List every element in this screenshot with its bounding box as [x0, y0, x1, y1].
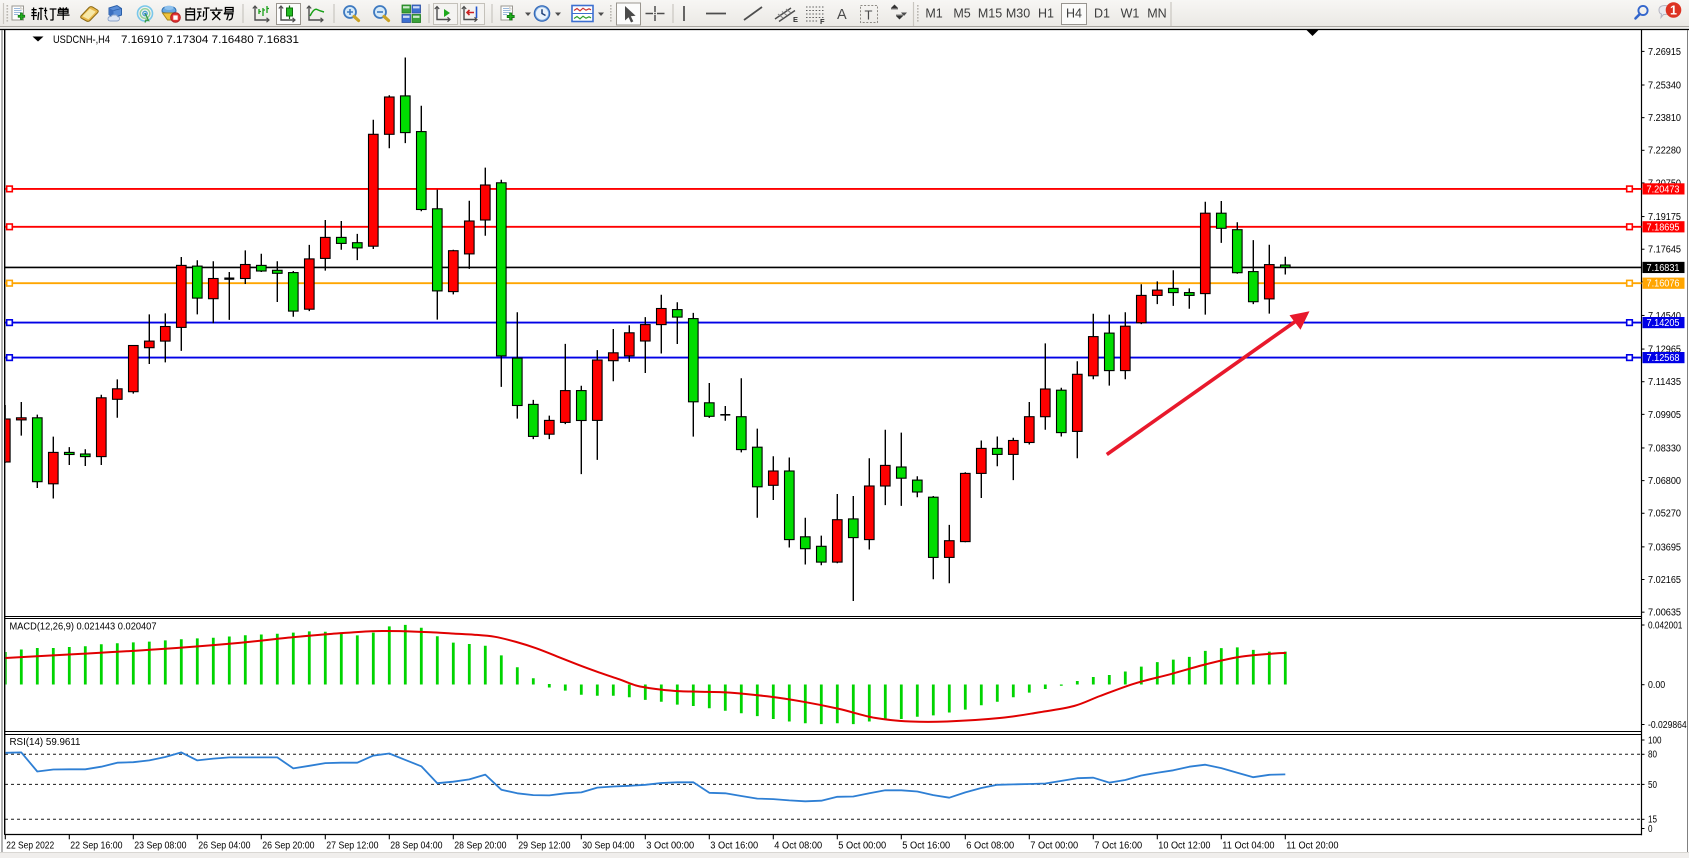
- svg-text:29 Sep 12:00: 29 Sep 12:00: [518, 841, 571, 852]
- svg-text:4 Oct 08:00: 4 Oct 08:00: [774, 841, 822, 852]
- svg-text:22 Sep 2022: 22 Sep 2022: [6, 841, 54, 852]
- svg-text:27 Sep 12:00: 27 Sep 12:00: [326, 841, 379, 852]
- svg-text:80: 80: [1648, 750, 1657, 761]
- svg-text:A: A: [837, 7, 847, 23]
- svg-text:7.05270: 7.05270: [1648, 509, 1682, 520]
- svg-text:50: 50: [1648, 780, 1657, 791]
- svg-text:7.23810: 7.23810: [1648, 113, 1682, 124]
- svg-text:11 Oct 20:00: 11 Oct 20:00: [1286, 841, 1339, 852]
- svg-text:22 Sep 16:00: 22 Sep 16:00: [70, 841, 123, 852]
- svg-text:7.12568: 7.12568: [1647, 353, 1681, 364]
- svg-text:M15: M15: [978, 7, 1002, 21]
- svg-text:7.09905: 7.09905: [1648, 410, 1682, 421]
- svg-text:26 Sep 04:00: 26 Sep 04:00: [198, 841, 251, 852]
- svg-text:7.03695: 7.03695: [1648, 542, 1682, 553]
- svg-text:M1: M1: [925, 7, 942, 21]
- svg-text:6 Oct 08:00: 6 Oct 08:00: [966, 841, 1014, 852]
- svg-text:7.26915: 7.26915: [1648, 47, 1682, 58]
- svg-text:MACD(12,26,9) 0.021443 0.02040: MACD(12,26,9) 0.021443 0.020407: [10, 622, 157, 633]
- svg-text:7.17645: 7.17645: [1648, 245, 1682, 256]
- svg-text:23 Sep 08:00: 23 Sep 08:00: [134, 841, 187, 852]
- svg-text:H4: H4: [1066, 7, 1082, 21]
- svg-text:1: 1: [1670, 3, 1677, 17]
- svg-text:28 Sep 20:00: 28 Sep 20:00: [454, 841, 507, 852]
- svg-text:7.02165: 7.02165: [1648, 575, 1682, 586]
- svg-text:5 Oct 16:00: 5 Oct 16:00: [902, 841, 950, 852]
- svg-text:7.00635: 7.00635: [1648, 608, 1682, 619]
- svg-text:7.12965: 7.12965: [1648, 344, 1682, 355]
- svg-text:30 Sep 04:00: 30 Sep 04:00: [582, 841, 635, 852]
- svg-text:7.25340: 7.25340: [1648, 80, 1682, 91]
- svg-text:W1: W1: [1121, 7, 1140, 21]
- svg-text:M30: M30: [1006, 7, 1030, 21]
- svg-text:7.06800: 7.06800: [1648, 476, 1682, 487]
- svg-text:100: 100: [1648, 735, 1662, 746]
- svg-text:7.16910 7.17304 7.16480 7.1683: 7.16910 7.17304 7.16480 7.16831: [121, 34, 299, 46]
- svg-text:M5: M5: [953, 7, 970, 21]
- svg-text:0.00: 0.00: [1648, 680, 1666, 691]
- svg-text:T: T: [865, 8, 873, 23]
- svg-text:E: E: [793, 15, 798, 24]
- svg-text:USDCNH-,H4: USDCNH-,H4: [53, 34, 110, 46]
- svg-text:5 Oct 00:00: 5 Oct 00:00: [838, 841, 886, 852]
- svg-text:3 Oct 00:00: 3 Oct 00:00: [646, 841, 694, 852]
- svg-text:7.20473: 7.20473: [1647, 184, 1681, 195]
- svg-text:7.14205: 7.14205: [1647, 318, 1681, 329]
- svg-text:7.22280: 7.22280: [1648, 146, 1682, 157]
- svg-text:10 Oct 12:00: 10 Oct 12:00: [1158, 841, 1211, 852]
- svg-text:-0.029864: -0.029864: [1648, 720, 1687, 731]
- svg-text:11 Oct 04:00: 11 Oct 04:00: [1222, 841, 1275, 852]
- svg-text:7.19175: 7.19175: [1648, 212, 1682, 223]
- svg-text:7 Oct 16:00: 7 Oct 16:00: [1094, 841, 1142, 852]
- svg-text:7.16831: 7.16831: [1647, 263, 1680, 274]
- svg-text:RSI(14) 59.9611: RSI(14) 59.9611: [10, 737, 81, 748]
- svg-text:D1: D1: [1094, 7, 1110, 21]
- svg-text:28 Sep 04:00: 28 Sep 04:00: [390, 841, 443, 852]
- svg-text:0: 0: [1648, 824, 1653, 835]
- svg-text:MN: MN: [1147, 7, 1166, 21]
- svg-text:F: F: [820, 17, 825, 26]
- svg-text:7.11435: 7.11435: [1648, 377, 1682, 388]
- svg-text:7.14540: 7.14540: [1648, 311, 1682, 322]
- svg-text:15: 15: [1648, 815, 1657, 826]
- svg-text:3 Oct 16:00: 3 Oct 16:00: [710, 841, 758, 852]
- svg-text:26 Sep 20:00: 26 Sep 20:00: [262, 841, 315, 852]
- svg-text:H1: H1: [1038, 7, 1054, 21]
- svg-text:7 Oct 00:00: 7 Oct 00:00: [1030, 841, 1078, 852]
- svg-text:7.18695: 7.18695: [1647, 222, 1681, 233]
- svg-text:0.042001: 0.042001: [1648, 620, 1682, 631]
- svg-text:7.08330: 7.08330: [1648, 443, 1682, 454]
- svg-text:7.16076: 7.16076: [1647, 279, 1681, 290]
